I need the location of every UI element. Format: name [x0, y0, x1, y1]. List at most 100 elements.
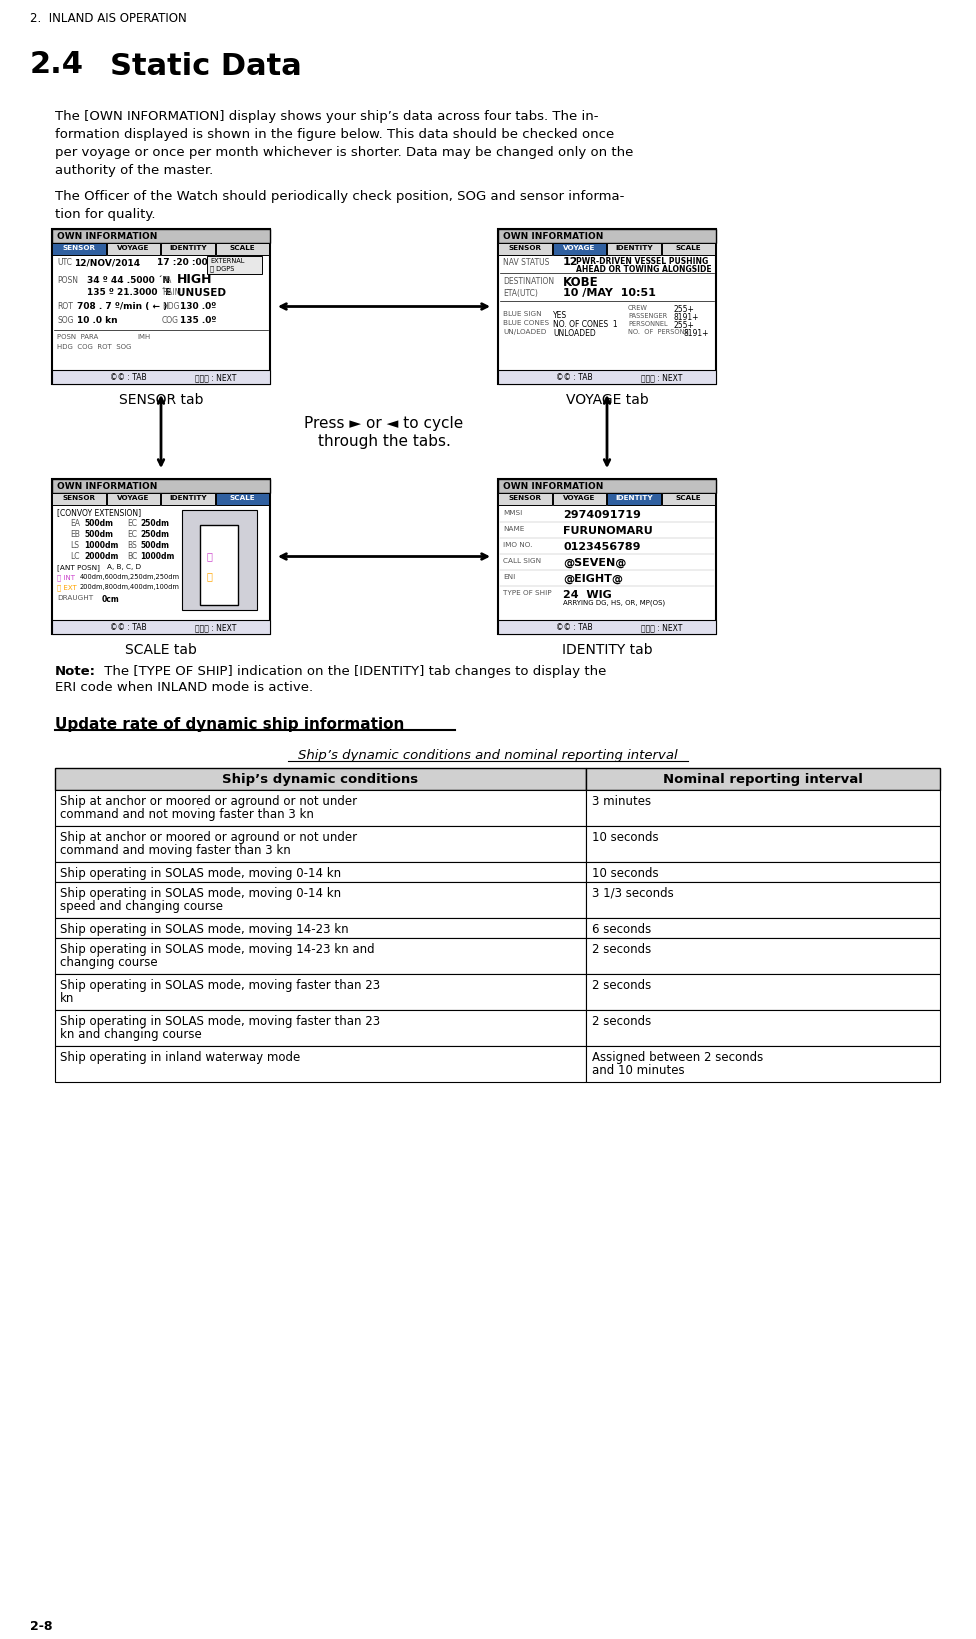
Bar [498, 370, 716, 385]
Text: 2.4: 2.4 [30, 49, 84, 79]
Text: The [OWN INFORMATION] display shows your ship’s data across four tabs. The in-: The [OWN INFORMATION] display shows your… [55, 110, 598, 123]
Bar [586, 790, 940, 826]
Text: 34 º 44 .5000 ´N: 34 º 44 .5000 ´N [87, 275, 170, 285]
Text: 6 seconds: 6 seconds [592, 923, 651, 936]
Bar [106, 244, 160, 256]
Bar [586, 882, 940, 918]
Text: HDG: HDG [162, 302, 180, 311]
Text: 12/NOV/2014: 12/NOV/2014 [74, 257, 141, 267]
Text: POSN  PARA: POSN PARA [57, 334, 99, 339]
Text: KOBE: KOBE [563, 275, 598, 288]
Text: Ship’s dynamic conditions and nominal reporting interval: Ship’s dynamic conditions and nominal re… [299, 749, 677, 762]
Bar [498, 229, 716, 244]
Bar [216, 244, 269, 256]
Text: DESTINATION: DESTINATION [503, 277, 554, 285]
Text: POSN: POSN [57, 275, 78, 285]
Text: ETA(UTC): ETA(UTC) [503, 288, 538, 298]
Text: Ship’s dynamic conditions: Ship’s dynamic conditions [223, 772, 419, 785]
Text: Note:: Note: [55, 664, 96, 677]
Text: SENSOR: SENSOR [508, 244, 542, 251]
Text: ⓁⓁⓁ : NEXT: ⓁⓁⓁ : NEXT [641, 372, 682, 382]
Bar [607, 244, 661, 256]
Text: IDENTITY: IDENTITY [169, 495, 207, 500]
Text: PASSENGER: PASSENGER [628, 313, 668, 320]
Text: Static Data: Static Data [110, 52, 302, 80]
Bar [607, 493, 661, 506]
Text: Ⓜ INT: Ⓜ INT [57, 574, 75, 580]
Text: OWN INFORMATION: OWN INFORMATION [503, 231, 603, 241]
Text: IDENTITY: IDENTITY [615, 244, 653, 251]
Bar [106, 493, 160, 506]
Text: 10 /MAY  10:51: 10 /MAY 10:51 [563, 288, 656, 298]
Text: 250dm: 250dm [140, 529, 169, 539]
Text: 24  WIG: 24 WIG [563, 590, 612, 600]
Text: ⓁⓁⓁ : NEXT: ⓁⓁⓁ : NEXT [195, 623, 236, 631]
Text: SOG: SOG [57, 316, 73, 325]
Text: IMO NO.: IMO NO. [503, 541, 532, 547]
Text: 8191+: 8191+ [683, 329, 709, 338]
Bar [55, 882, 586, 918]
Text: The Officer of the Watch should periodically check position, SOG and sensor info: The Officer of the Watch should periodic… [55, 190, 625, 203]
Text: BLUE SIGN: BLUE SIGN [503, 311, 542, 316]
Bar [586, 769, 940, 790]
Text: SENSOR: SENSOR [508, 495, 542, 500]
Text: PWR-DRIVEN VESSEL PUSHING: PWR-DRIVEN VESSEL PUSHING [576, 257, 709, 266]
Bar [586, 862, 940, 882]
Text: ERI code when INLAND mode is active.: ERI code when INLAND mode is active. [55, 680, 313, 693]
Text: authority of the master.: authority of the master. [55, 164, 213, 177]
Text: TYPE OF SHIP: TYPE OF SHIP [503, 590, 551, 595]
Text: 2974091719: 2974091719 [563, 510, 641, 520]
Text: SCALE: SCALE [229, 495, 255, 500]
Text: A, B, C, D: A, B, C, D [107, 564, 142, 570]
Text: VOYAGE: VOYAGE [117, 244, 149, 251]
Text: 10 seconds: 10 seconds [592, 867, 659, 880]
Text: 0cm: 0cm [102, 595, 120, 603]
Bar [662, 493, 715, 506]
Bar [52, 480, 270, 634]
Text: 2000dm: 2000dm [84, 552, 118, 561]
Text: MMSI: MMSI [503, 510, 522, 516]
Text: 255+: 255+ [673, 305, 694, 313]
Bar [52, 621, 270, 634]
Bar [52, 229, 270, 244]
Text: SENSOR: SENSOR [62, 244, 96, 251]
Text: HIGH: HIGH [177, 272, 213, 285]
Text: 135 º 21.3000 ´E: 135 º 21.3000 ´E [87, 288, 171, 297]
Bar [55, 790, 586, 826]
Text: ENI: ENI [503, 574, 515, 580]
Text: BS: BS [127, 541, 137, 549]
Text: SENSOR: SENSOR [62, 495, 96, 500]
Text: [ANT POSN]: [ANT POSN] [57, 564, 100, 570]
Text: IMH: IMH [137, 334, 150, 339]
Text: 1000dm: 1000dm [84, 541, 118, 549]
Text: command and moving faster than 3 kn: command and moving faster than 3 kn [60, 844, 291, 857]
Text: SCALE: SCALE [675, 244, 701, 251]
Text: 500dm: 500dm [84, 518, 113, 528]
Bar [52, 370, 270, 385]
Bar [55, 862, 586, 882]
Text: OWN INFORMATION: OWN INFORMATION [503, 482, 603, 490]
Text: per voyage or once per month whichever is shorter. Data may be changed only on t: per voyage or once per month whichever i… [55, 146, 633, 159]
Text: LC: LC [70, 552, 79, 561]
Text: 2 seconds: 2 seconds [592, 1015, 651, 1028]
Bar [52, 229, 270, 385]
Text: COG: COG [162, 316, 179, 325]
Bar [55, 975, 586, 1010]
Bar [52, 244, 105, 256]
Text: BLUE CONES: BLUE CONES [503, 320, 549, 326]
Text: OWN INFORMATION: OWN INFORMATION [57, 231, 157, 241]
Text: 200dm,800dm,400dm,100dm: 200dm,800dm,400dm,100dm [80, 583, 180, 590]
Text: 2.  INLAND AIS OPERATION: 2. INLAND AIS OPERATION [30, 11, 186, 25]
Text: Press ► or ◄ to cycle
through the tabs.: Press ► or ◄ to cycle through the tabs. [305, 416, 464, 449]
Text: NO. OF CONES  1: NO. OF CONES 1 [553, 320, 618, 329]
Text: 708 . 7 º/min ( ← ): 708 . 7 º/min ( ← ) [77, 302, 167, 311]
Text: PERSONNEL: PERSONNEL [628, 321, 668, 326]
Text: UNLOADED: UNLOADED [553, 329, 595, 338]
Text: 2 seconds: 2 seconds [592, 978, 651, 992]
Bar [552, 493, 606, 506]
Text: Ⓜ: Ⓜ [207, 570, 213, 580]
Bar [586, 939, 940, 975]
Text: EB: EB [70, 529, 80, 539]
Text: @SEVEN@: @SEVEN@ [563, 557, 627, 569]
Text: SCALE tab: SCALE tab [125, 642, 197, 657]
